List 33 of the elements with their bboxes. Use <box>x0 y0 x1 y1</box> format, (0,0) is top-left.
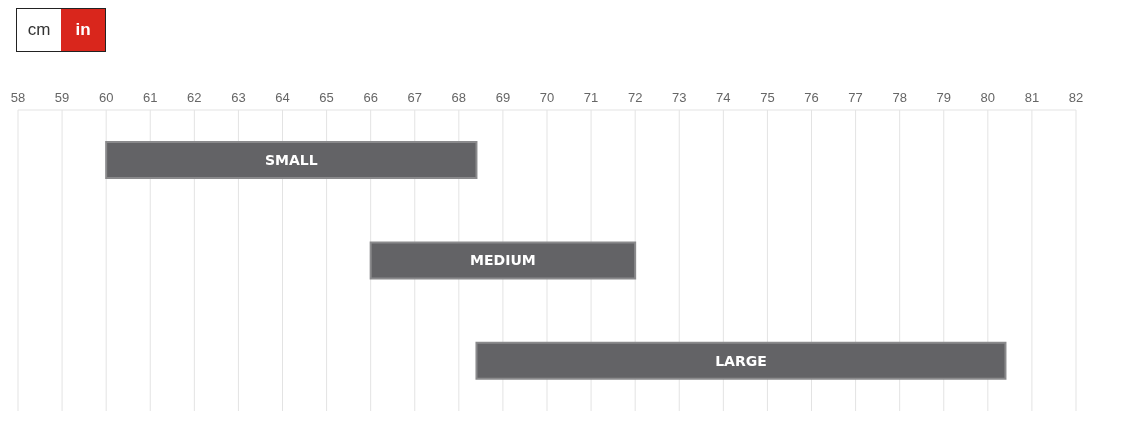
x-tick-label: 76 <box>804 90 819 105</box>
x-tick-label: 69 <box>495 90 511 105</box>
text: cm <box>17 9 61 51</box>
x-tick-label: 80 <box>980 90 996 105</box>
x-tick-label: 81 <box>1024 90 1040 105</box>
bar <box>369 241 637 280</box>
x-tick-label: 59 <box>54 90 70 105</box>
x-tick-label: 64 <box>275 90 290 105</box>
bar <box>475 341 1007 380</box>
x-tick-label: 75 <box>760 90 775 105</box>
x-tick-label: 78 <box>892 90 907 105</box>
text: in <box>61 9 105 51</box>
x-tick-label: 79 <box>936 90 951 105</box>
x-tick-label: 70 <box>539 90 555 105</box>
x-tick-label: 66 <box>363 90 378 105</box>
x-tick-label: 65 <box>319 90 334 105</box>
y-tick-label: SMALL <box>264 152 318 169</box>
x-tick-label: 71 <box>583 90 599 105</box>
x-tick-label: 74 <box>716 90 731 105</box>
x-tick-label: 72 <box>627 90 643 105</box>
x-tick-label: 67 <box>407 90 422 105</box>
x-tick-label: 82 <box>1068 90 1084 105</box>
bar <box>105 141 478 180</box>
x-tick-label: 68 <box>451 90 467 105</box>
y-tick-label: LARGE <box>715 352 767 369</box>
x-tick-label: 62 <box>187 90 202 105</box>
x-tick-label: 63 <box>231 90 246 105</box>
y-tick-label: MEDIUM <box>470 252 536 269</box>
x-tick-label: 58 <box>10 90 26 105</box>
x-tick-label: 61 <box>143 90 158 105</box>
x-tick-label: 77 <box>848 90 863 105</box>
x-tick-label: 60 <box>98 90 114 105</box>
x-tick-label: 73 <box>672 90 687 105</box>
